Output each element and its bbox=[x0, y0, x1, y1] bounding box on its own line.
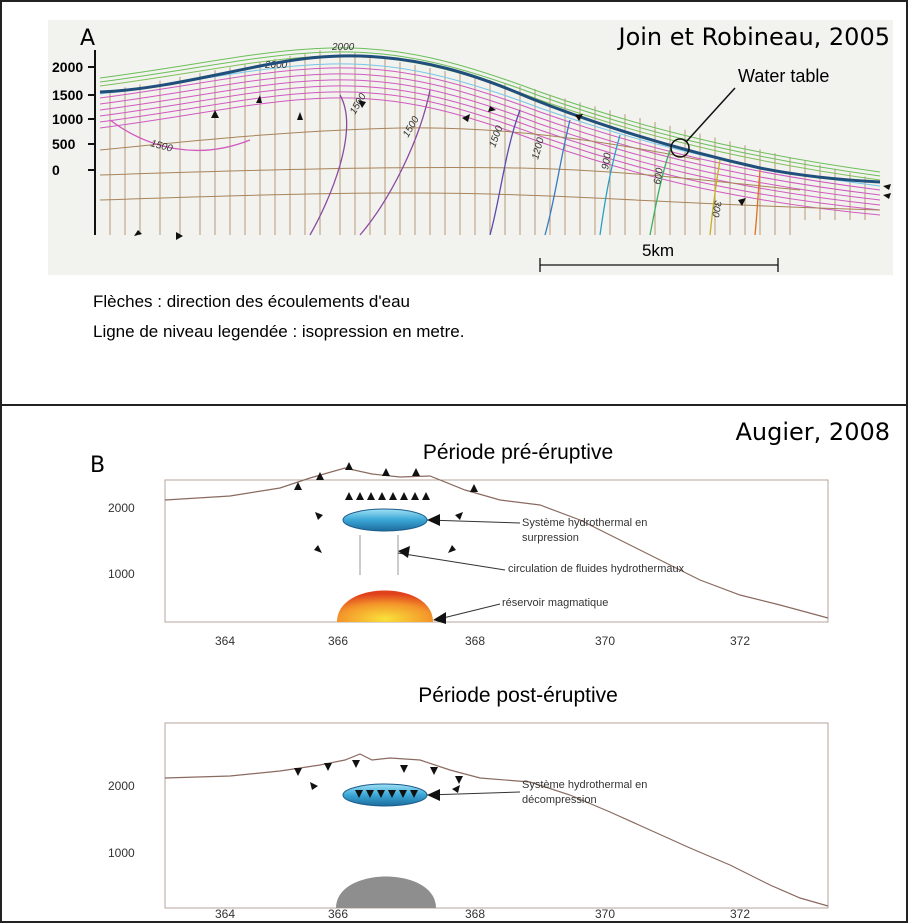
panel-a-citation: Join et Robineau, 2005 bbox=[617, 23, 891, 51]
pre-topography-line bbox=[164, 467, 829, 619]
pre-plot-frame bbox=[164, 479, 829, 623]
pre-y-ticks: 2000 1000 bbox=[108, 501, 135, 581]
caption-line-1: Flèches : direction des écoulements d'ea… bbox=[93, 292, 410, 311]
flow-arrow bbox=[211, 110, 219, 118]
water-table-circle bbox=[670, 138, 690, 158]
isopression-label: 300 bbox=[709, 199, 723, 218]
x-tick: 372 bbox=[730, 907, 750, 921]
post-label-leaders bbox=[426, 789, 521, 801]
label-hydro-pre-1: Système hydrothermal en bbox=[522, 517, 647, 529]
isopression-bands bbox=[99, 47, 881, 216]
pre-label-leaders bbox=[397, 514, 521, 624]
label-hydro-pre-2: surpression bbox=[522, 532, 579, 544]
y-tick: 1500 bbox=[52, 87, 83, 103]
post-eruptive-title: Période post-éruptive bbox=[418, 684, 618, 707]
post-y-ticks: 2000 1000 bbox=[108, 779, 135, 860]
pre-eruptive-diagram: Période pré-éruptive 2000 1000 364 366 3… bbox=[108, 441, 829, 648]
isopression-curves bbox=[109, 89, 761, 236]
flow-arrow bbox=[176, 232, 183, 240]
x-tick: 370 bbox=[595, 634, 615, 648]
x-tick: 364 bbox=[215, 634, 235, 648]
panel-a: A Join et Robineau, 2005 2000 1500 1000 … bbox=[48, 20, 893, 341]
flow-arrow bbox=[575, 114, 583, 121]
water-table-line bbox=[99, 54, 881, 184]
y-tick: 1000 bbox=[108, 567, 135, 581]
y-tick: 2000 bbox=[108, 779, 135, 793]
flow-arrow bbox=[358, 100, 366, 108]
y-tick: 1000 bbox=[52, 111, 83, 127]
scale-bar bbox=[539, 258, 779, 272]
flow-arrow bbox=[462, 114, 470, 122]
water-table-leader bbox=[685, 87, 736, 143]
x-tick: 368 bbox=[465, 634, 485, 648]
magma-reservoir-cooled bbox=[336, 876, 436, 908]
x-tick: 370 bbox=[595, 907, 615, 921]
post-x-ticks: 364 366 368 370 372 bbox=[215, 907, 750, 921]
fluid-circulation-paths bbox=[359, 535, 399, 575]
panel-a-y-ticks: 2000 1500 1000 500 0 bbox=[52, 59, 95, 178]
panel-b-letter: B bbox=[90, 453, 105, 478]
y-tick: 500 bbox=[52, 136, 76, 152]
water-table-label: Water table bbox=[738, 66, 829, 86]
y-tick: 2000 bbox=[108, 501, 135, 515]
panel-a-figure-bg bbox=[48, 20, 893, 275]
flow-arrow bbox=[297, 112, 303, 120]
flow-arrow bbox=[488, 106, 496, 112]
label-reservoir: réservoir magmatique bbox=[502, 597, 608, 609]
magma-reservoir bbox=[337, 590, 433, 622]
post-plot-frame bbox=[164, 722, 829, 909]
x-tick: 366 bbox=[328, 907, 348, 921]
x-tick: 372 bbox=[730, 634, 750, 648]
flow-arrow bbox=[256, 95, 262, 103]
flow-arrows bbox=[134, 95, 891, 240]
pre-x-ticks: 364 366 368 370 372 bbox=[215, 634, 750, 648]
label-hydro-post-2: décompression bbox=[522, 794, 597, 806]
post-eruptive-diagram: Période post-éruptive 2000 1000 364 366 … bbox=[108, 684, 829, 921]
x-tick: 368 bbox=[465, 907, 485, 921]
scale-bar-label: 5km bbox=[642, 241, 674, 260]
flow-arrow bbox=[883, 193, 891, 199]
isopression-label: 2000 bbox=[331, 42, 355, 53]
panel-a-letter: A bbox=[80, 26, 95, 51]
isopression-label: 2000 bbox=[264, 60, 288, 71]
flow-arrow bbox=[738, 198, 746, 206]
y-tick: 2000 bbox=[52, 59, 83, 75]
panel-b: Augier, 2008 B Période pré-éruptive 2000… bbox=[90, 418, 890, 921]
panel-b-citation: Augier, 2008 bbox=[736, 418, 891, 446]
pressure-arrows bbox=[294, 462, 478, 553]
decompression-arrows bbox=[294, 760, 463, 798]
caption-line-2: Ligne de niveau legendée : isopression e… bbox=[93, 322, 464, 341]
x-tick: 364 bbox=[215, 907, 235, 921]
isopression-label: 600 bbox=[652, 167, 666, 186]
label-hydro-post-1: Système hydrothermal en bbox=[522, 779, 647, 791]
flow-arrow bbox=[134, 230, 142, 236]
y-tick: 1000 bbox=[108, 846, 135, 860]
hydrothermal-system-ellipse bbox=[342, 508, 428, 532]
flow-arrow bbox=[883, 184, 891, 190]
x-tick: 366 bbox=[328, 634, 348, 648]
pre-eruptive-title: Période pré-éruptive bbox=[423, 441, 613, 464]
post-topography-line bbox=[164, 753, 829, 907]
isopression-label: 900 bbox=[600, 152, 614, 171]
y-tick: 0 bbox=[52, 162, 60, 178]
label-circulation: circulation de fluides hydrothermaux bbox=[508, 563, 685, 575]
